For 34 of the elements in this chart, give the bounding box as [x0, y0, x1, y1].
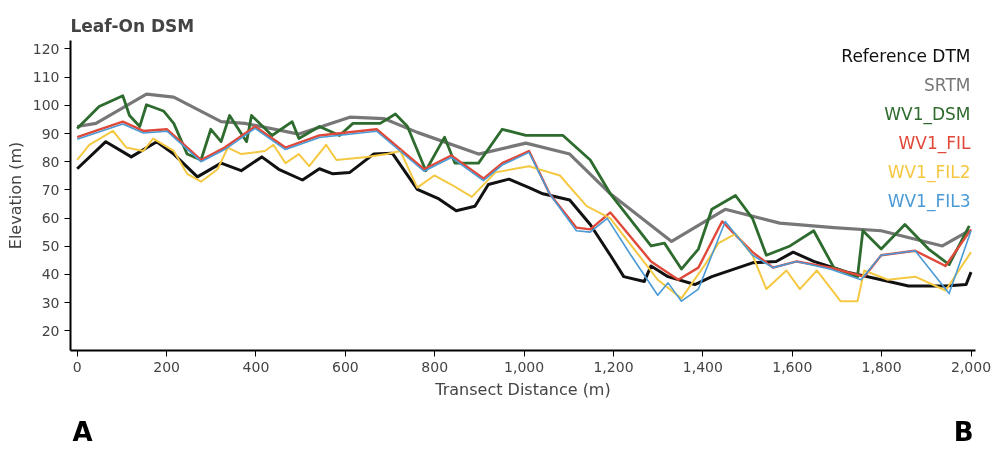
chart-title: Leaf-On DSM: [70, 15, 195, 36]
text: SRTM: [924, 74, 971, 95]
y-tick-label: 100: [32, 97, 60, 114]
y-tick-label: 120: [32, 40, 60, 57]
y-tick-label: 90: [41, 125, 60, 142]
y-axis-title: Elevation (m): [5, 141, 25, 250]
text: B: [953, 416, 974, 447]
line-series: [75, 94, 971, 279]
text: Reference DTM: [841, 45, 971, 66]
y-tick-label: 80: [41, 153, 60, 170]
y-tick-label: 40: [41, 266, 60, 283]
y-tick-label: 70: [41, 181, 60, 198]
text: WV1_FIL: [898, 132, 972, 154]
y-tick-label: 20: [41, 322, 60, 339]
x-tick-label: 1,000: [504, 358, 545, 375]
text: A: [72, 416, 93, 447]
text: WV1_DSM: [884, 103, 971, 125]
x-tick-label: 200: [153, 358, 180, 375]
x-tick-label: 0: [72, 358, 82, 375]
x-tick-label: 1,200: [593, 358, 634, 375]
x-axis-title: Transect Distance (m): [434, 379, 611, 399]
x-tick-label: 400: [242, 358, 270, 375]
y-tick-label: 50: [41, 238, 60, 255]
x-tick-label: 800: [421, 358, 449, 375]
x-tick-label: 1,800: [861, 358, 902, 375]
series-label: WV1_FIL3: [887, 190, 971, 212]
y-tick-label: 60: [41, 210, 60, 227]
x-tick-label: 1,600: [772, 358, 813, 375]
x-tick-label: 2,000: [950, 358, 992, 375]
x-tick-label: 600: [331, 358, 359, 375]
y-tick-label: 30: [41, 294, 60, 311]
y-tick-label: 110: [32, 69, 60, 86]
text: WV1_FIL2: [887, 161, 971, 183]
x-tick-label: 1,400: [682, 358, 723, 375]
